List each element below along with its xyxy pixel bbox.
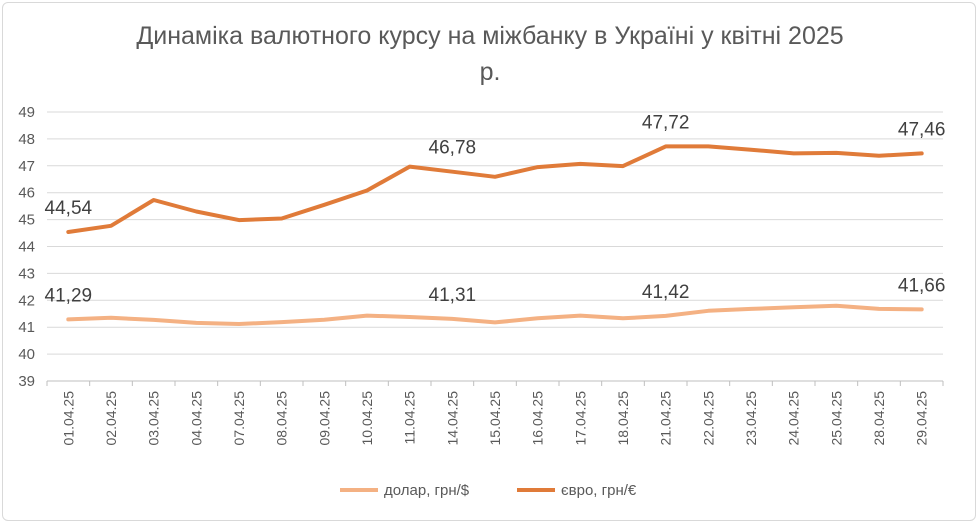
legend: долар, грн/$ євро, грн/€ xyxy=(340,482,637,499)
y-tick-label: 41 xyxy=(18,319,35,336)
x-tick-label: 23.04.25 xyxy=(743,391,759,446)
y-tick-label: 49 xyxy=(18,104,35,121)
x-tick-label: 15.04.25 xyxy=(487,391,503,446)
y-tick-label: 47 xyxy=(18,158,35,175)
x-tick-label: 16.04.25 xyxy=(530,391,546,446)
data-label: 41,42 xyxy=(642,282,690,303)
y-tick-label: 43 xyxy=(18,265,35,282)
legend-label: євро, грн/€ xyxy=(561,482,637,499)
data-label: 44,54 xyxy=(45,198,93,219)
data-labels: 41,29 41,31 41,42 41,66 44,54 46,78 47,72 47,46 xyxy=(45,112,946,306)
y-tick-label: 44 xyxy=(18,239,35,256)
data-label: 41,31 xyxy=(429,285,477,306)
x-tick-label: 01.04.25 xyxy=(60,391,76,446)
data-label: 46,78 xyxy=(429,138,477,159)
gridlines xyxy=(47,111,943,382)
x-tick-label: 29.04.25 xyxy=(914,391,930,446)
y-axis: 39 40 41 42 43 44 45 46 47 48 49 xyxy=(18,104,35,390)
x-tick-label: 09.04.25 xyxy=(316,391,332,446)
x-tick-label: 22.04.25 xyxy=(700,391,716,446)
x-tick-label: 14.04.25 xyxy=(444,391,460,446)
series-line-usd xyxy=(66,303,924,326)
data-label: 47,46 xyxy=(898,119,946,140)
legend-label: долар, грн/$ xyxy=(384,482,470,499)
x-tick-label: 25.04.25 xyxy=(828,391,844,446)
x-tick-label: 28.04.25 xyxy=(871,391,887,446)
y-tick-label: 46 xyxy=(18,185,35,202)
x-axis: 01.04.25 02.04.25 03.04.25 04.04.25 07.04.25… xyxy=(46,380,944,446)
x-tick-label: 17.04.25 xyxy=(572,391,588,446)
x-tick-label: 02.04.25 xyxy=(103,391,119,446)
y-tick-label: 39 xyxy=(18,373,35,390)
x-tick-label: 07.04.25 xyxy=(231,391,247,446)
data-label: 47,72 xyxy=(642,112,690,133)
x-tick-label: 08.04.25 xyxy=(274,391,290,446)
series-lines xyxy=(66,144,924,326)
x-tick-label: 18.04.25 xyxy=(615,391,631,446)
chart-title-line-1: Динаміка валютного курсу на міжбанку в У… xyxy=(136,22,844,50)
x-tick-label: 03.04.25 xyxy=(146,391,162,446)
x-tick-label: 24.04.25 xyxy=(786,391,802,446)
y-tick-label: 42 xyxy=(18,292,35,309)
y-tick-label: 48 xyxy=(18,131,35,148)
data-label: 41,29 xyxy=(45,285,93,306)
y-tick-label: 45 xyxy=(18,212,35,229)
data-label: 41,66 xyxy=(898,275,946,296)
x-tick-label: 04.04.25 xyxy=(188,391,204,446)
chart-title: Динаміка валютного курсу на міжбанку в У… xyxy=(0,18,980,90)
x-tick-label: 11.04.25 xyxy=(402,391,418,445)
x-tick-label: 10.04.25 xyxy=(359,391,375,446)
chart-title-line-2: р. xyxy=(479,58,501,86)
x-tick-label: 21.04.25 xyxy=(658,391,674,446)
y-tick-label: 40 xyxy=(18,346,35,363)
